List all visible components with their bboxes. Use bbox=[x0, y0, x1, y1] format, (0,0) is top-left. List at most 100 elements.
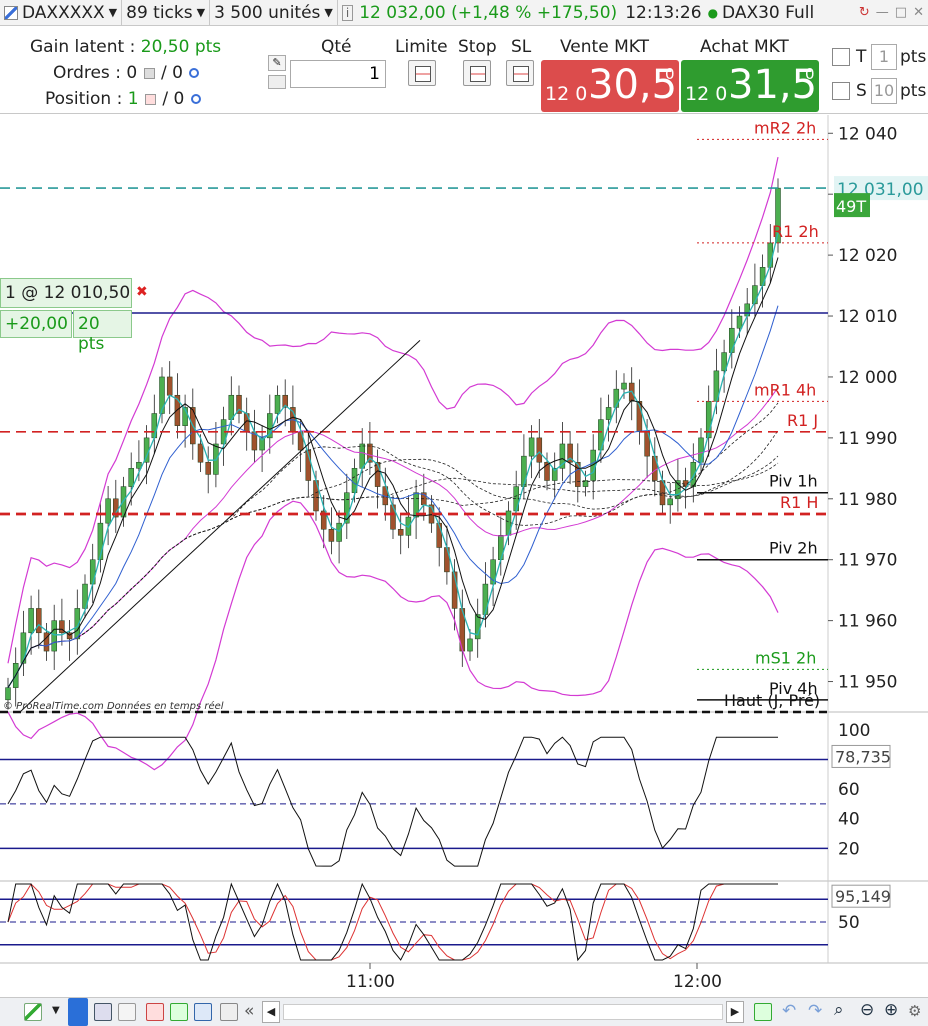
limit-order-button[interactable] bbox=[408, 60, 436, 86]
level-label: Piv 1h bbox=[769, 472, 818, 491]
candle bbox=[413, 492, 419, 518]
candle bbox=[667, 498, 673, 506]
zoom-out-icon[interactable]: ⊖ bbox=[860, 1000, 875, 1020]
sell-market-button[interactable]: 12 0 30,5 0 bbox=[541, 60, 679, 112]
wrench-icon[interactable]: ✎ bbox=[268, 55, 286, 71]
quote-info: i 12 032,00 (+1,48 % +175,50) 12:13:26 ●… bbox=[338, 0, 818, 26]
ticks-select[interactable]: 89 ticks ▼ bbox=[122, 0, 211, 26]
level-label: mS1 2h bbox=[755, 648, 816, 667]
gear-icon[interactable] bbox=[189, 68, 200, 78]
chevron-down-icon[interactable]: ▼ bbox=[52, 1005, 60, 1016]
scroll-right-button[interactable]: ▶ bbox=[726, 1001, 744, 1023]
candle bbox=[559, 443, 566, 469]
position-box[interactable]: 1 @ 12 010,50 ✖ +20,00 20 pts bbox=[0, 278, 152, 354]
instrument-name: DAX30 Full bbox=[722, 2, 815, 23]
sell-price: 30,5 bbox=[588, 62, 678, 108]
stop-order-button[interactable] bbox=[463, 60, 491, 86]
close-position-icon[interactable] bbox=[144, 93, 156, 105]
y-tick-label: 11 960 bbox=[838, 612, 897, 632]
close-position-x-icon[interactable]: ✖ bbox=[136, 284, 148, 300]
close-icon[interactable]: ✕ bbox=[913, 5, 924, 20]
candle bbox=[344, 492, 350, 524]
candle bbox=[205, 461, 211, 475]
chart-type-icon[interactable] bbox=[24, 1003, 42, 1021]
stop-loss-button[interactable] bbox=[506, 60, 534, 86]
double-chevron-left-icon[interactable]: « bbox=[244, 1001, 255, 1021]
chevron-down-icon[interactable]: ▼ bbox=[324, 6, 333, 19]
y-tick-label: 11 970 bbox=[838, 551, 897, 571]
share-icon[interactable] bbox=[68, 998, 88, 1026]
chevron-down-icon[interactable]: ▼ bbox=[108, 6, 118, 19]
x-axis: 11:00 12:00 bbox=[346, 963, 722, 992]
oscillator-panel[interactable] bbox=[0, 736, 828, 867]
candle bbox=[451, 571, 458, 609]
candle bbox=[128, 468, 134, 487]
sl-header: SL bbox=[511, 37, 532, 57]
info-icon[interactable]: i bbox=[341, 4, 354, 21]
refresh-icon[interactable]: ↻ bbox=[858, 5, 870, 20]
undo-icon[interactable]: ↶ bbox=[782, 1001, 797, 1021]
position-label: Position : bbox=[45, 89, 123, 109]
buy-market-button[interactable]: 12 0 31,5 0 bbox=[681, 60, 819, 112]
redo-icon[interactable]: ↷ bbox=[808, 1001, 823, 1021]
osc-tick-label: 40 bbox=[838, 810, 860, 830]
candle bbox=[282, 394, 288, 408]
candle bbox=[698, 437, 704, 463]
drawing-icon[interactable] bbox=[118, 1003, 136, 1021]
candle bbox=[43, 632, 50, 652]
buy-price-fraction: 0 bbox=[805, 65, 815, 83]
candle bbox=[482, 583, 489, 615]
settings-icon[interactable]: ⚙ bbox=[908, 1002, 922, 1020]
indicator-icon[interactable] bbox=[146, 1003, 164, 1021]
price-change: 12 032,00 (+1,48 % +175,50) bbox=[359, 2, 618, 23]
minimize-icon[interactable]: — bbox=[875, 5, 889, 20]
scroll-left-button[interactable]: ◀ bbox=[262, 1001, 280, 1023]
clock-time: 12:13:26 bbox=[625, 2, 702, 23]
stop-header: Stop bbox=[458, 37, 497, 57]
candle bbox=[59, 620, 65, 634]
zoom-fit-icon[interactable]: ⌕ bbox=[834, 1000, 844, 1020]
calendar-icon[interactable] bbox=[754, 1003, 772, 1021]
bottom-toolbar: ▼ « ◀ ▶ ↶ ↷ ⌕ ⊖ ⊕ ⚙ bbox=[0, 997, 928, 1026]
candle bbox=[182, 407, 188, 426]
units-select[interactable]: 3 500 unités ▼ bbox=[210, 0, 338, 26]
stoch-d-line bbox=[7, 883, 778, 961]
panel-icon[interactable] bbox=[94, 1003, 112, 1021]
maximize-icon[interactable]: □ bbox=[894, 5, 908, 20]
add-indicator-icon[interactable] bbox=[170, 1003, 188, 1021]
quantity-input[interactable] bbox=[290, 60, 386, 88]
zoom-in-icon[interactable]: ⊕ bbox=[884, 1000, 899, 1020]
top-bar: DAXXXXX ▼ 89 ticks ▼ 3 500 unités ▼ i 12… bbox=[0, 0, 928, 26]
price-chart[interactable]: mR2 2h R1 2h mR1 4h R1 J Piv 1h R1 H Piv 2h mS1… bbox=[0, 115, 928, 964]
stop-input[interactable]: 10 bbox=[871, 78, 897, 104]
sell-header: Vente MKT bbox=[560, 37, 649, 57]
print-icon[interactable] bbox=[220, 1003, 238, 1021]
candle bbox=[97, 522, 104, 560]
sell-price-prefix: 12 0 bbox=[545, 83, 588, 105]
keyboard-icon[interactable] bbox=[268, 75, 286, 89]
candle bbox=[274, 394, 281, 414]
orders-sep: / 0 bbox=[160, 63, 183, 83]
stochastic-panel[interactable] bbox=[0, 882, 828, 962]
take-profit-input[interactable]: 1 bbox=[871, 44, 897, 70]
horizontal-scrollbar[interactable] bbox=[283, 1004, 723, 1020]
stop-checkbox[interactable] bbox=[832, 82, 850, 100]
qty-header: Qté bbox=[321, 37, 352, 57]
take-profit-checkbox[interactable] bbox=[832, 48, 850, 66]
stoch-k-line bbox=[7, 882, 778, 962]
candle bbox=[28, 608, 34, 634]
chart-area[interactable]: mR2 2h R1 2h mR1 4h R1 J Piv 1h R1 H Piv 2h mS1… bbox=[0, 115, 928, 997]
cancel-orders-icon[interactable] bbox=[143, 67, 155, 79]
chevron-down-icon[interactable]: ▼ bbox=[196, 6, 206, 19]
candle bbox=[636, 401, 643, 433]
candle bbox=[390, 504, 396, 530]
gear-icon[interactable] bbox=[190, 94, 201, 104]
gain-value: 20,50 pts bbox=[140, 37, 222, 57]
osc-tick-label: 100 bbox=[838, 721, 870, 741]
bollinger-upper-line bbox=[7, 156, 779, 664]
symbol-select[interactable]: DAXXXXX ▼ bbox=[0, 0, 123, 26]
osc-tick-label: 60 bbox=[838, 780, 860, 800]
level-label: R1 2h bbox=[772, 222, 819, 241]
price-plot-bg bbox=[0, 115, 828, 712]
copy-icon[interactable] bbox=[194, 1003, 212, 1021]
